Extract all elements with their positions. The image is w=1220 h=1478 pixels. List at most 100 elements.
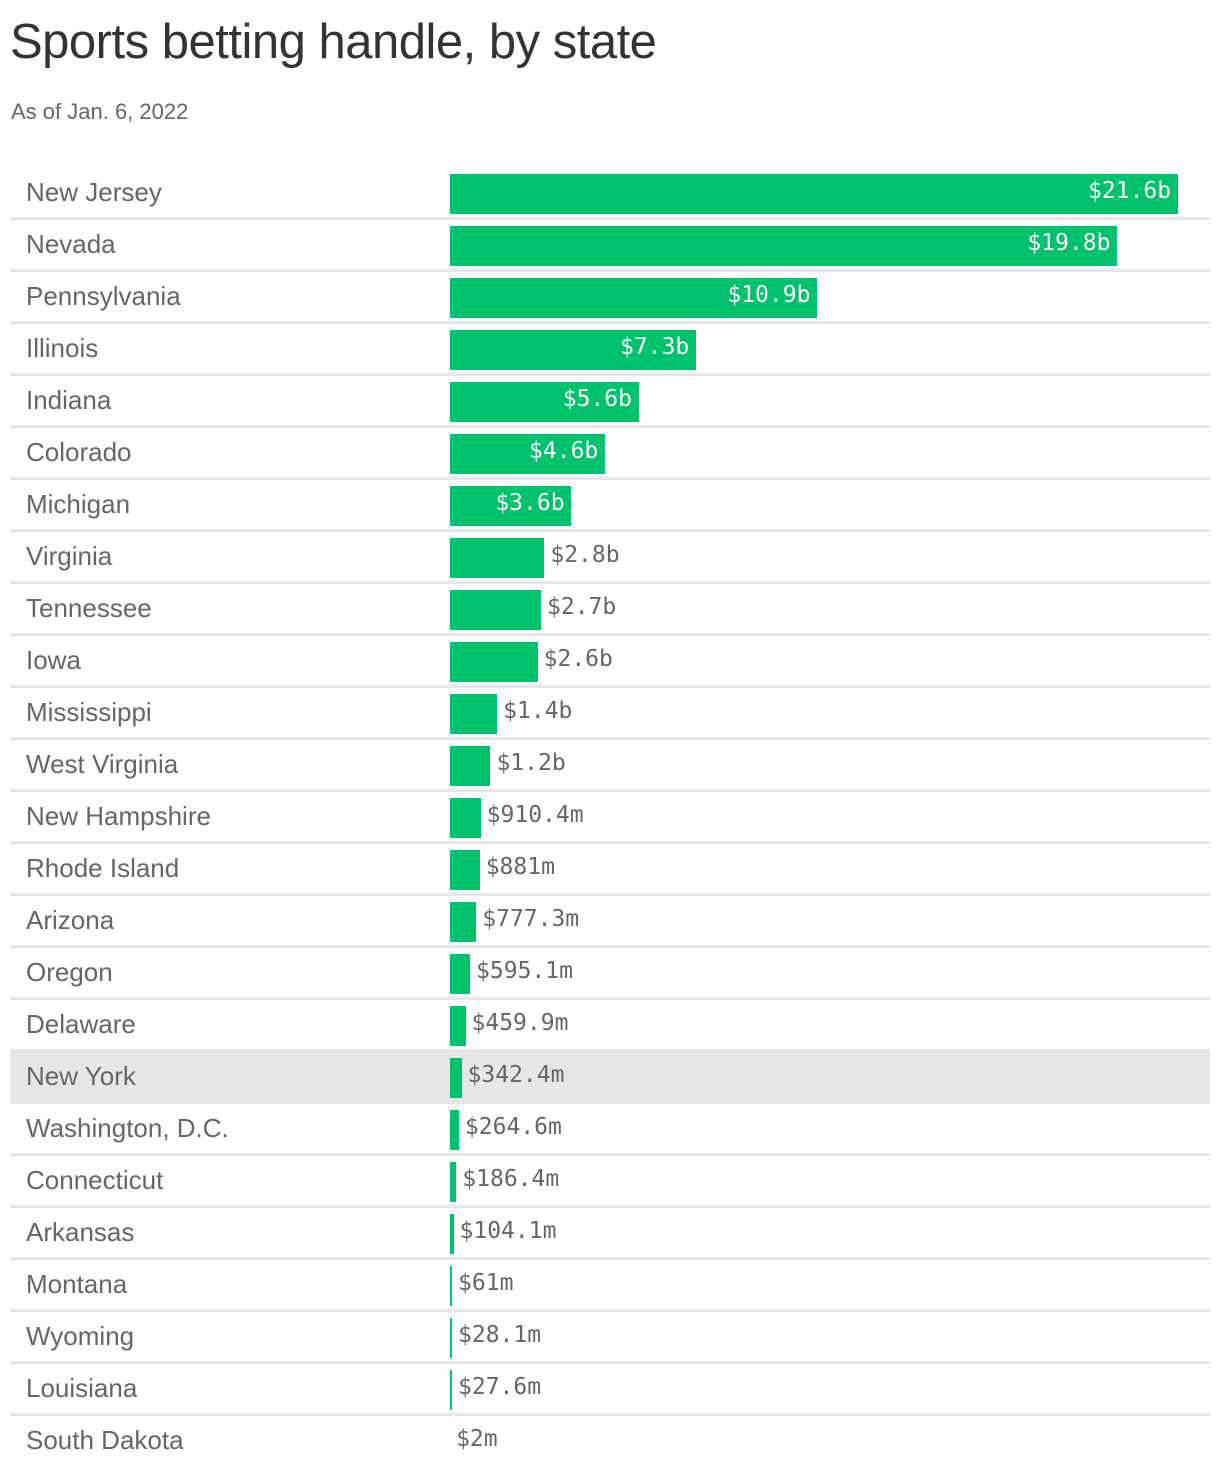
bar-row: New Jersey $21.6b: [10, 168, 1210, 220]
bar: [450, 1006, 466, 1046]
value-label: $4.6b: [529, 438, 599, 464]
bar-row: Illinois $7.3b: [10, 324, 1210, 376]
category-label: Arizona: [26, 905, 115, 935]
category-label: Rhode Island: [26, 853, 180, 883]
category-label: Connecticut: [26, 1165, 164, 1195]
bar-row: New York $342.4m: [10, 1052, 1210, 1104]
category-label: Iowa: [26, 645, 81, 675]
value-label: $2m: [456, 1426, 498, 1452]
bar-row: Pennsylvania $10.9b: [10, 272, 1210, 324]
bar-row: Wyoming $28.1m: [10, 1312, 1210, 1364]
bar-row: Arizona $777.3m: [10, 896, 1210, 948]
bar: [450, 642, 538, 682]
bar: [450, 1110, 459, 1150]
bar-row: Virginia $2.8b: [10, 532, 1210, 584]
value-label: $342.4m: [467, 1062, 565, 1088]
value-label: $61m: [458, 1270, 514, 1296]
bar: [450, 590, 541, 630]
category-label: Washington, D.C.: [26, 1113, 229, 1143]
category-label: Delaware: [26, 1009, 136, 1039]
bar: [450, 798, 481, 838]
category-label: Indiana: [26, 385, 112, 415]
bar: [450, 746, 491, 786]
category-label: Wyoming: [26, 1321, 135, 1351]
value-label: $2.7b: [547, 594, 617, 620]
bar-row: Iowa $2.6b: [10, 636, 1210, 688]
bar: [450, 1058, 462, 1098]
category-label: Nevada: [26, 229, 116, 259]
value-label: $186.4m: [462, 1166, 560, 1192]
value-label: $5.6b: [562, 386, 632, 412]
category-label: New Jersey: [26, 177, 162, 207]
value-label: $910.4m: [486, 802, 584, 828]
category-label: South Dakota: [26, 1425, 184, 1455]
value-label: $27.6m: [458, 1374, 542, 1400]
value-label: $1.2b: [496, 750, 566, 776]
value-label: $459.9m: [471, 1010, 569, 1036]
category-label: Arkansas: [26, 1217, 135, 1247]
value-label: $2.6b: [543, 646, 613, 672]
bar-chart: New Jersey $21.6b Nevada $19.8b Pennsylvania…: [10, 168, 1210, 1468]
bar-row: Connecticut $186.4m: [10, 1156, 1210, 1208]
category-label: Tennessee: [26, 593, 152, 623]
value-label: $1.4b: [503, 698, 573, 724]
bar-row: Indiana $5.6b: [10, 376, 1210, 428]
bar: [450, 850, 480, 890]
value-label: $28.1m: [458, 1322, 542, 1348]
category-label: Mississippi: [26, 697, 152, 727]
bar-row: Mississippi $1.4b: [10, 688, 1210, 740]
bar-row: Rhode Island $881m: [10, 844, 1210, 896]
value-label: $104.1m: [459, 1218, 557, 1244]
bar: [450, 174, 1178, 214]
category-label: New Hampshire: [26, 801, 211, 831]
value-label: $10.9b: [727, 282, 811, 308]
value-label: $21.6b: [1088, 178, 1172, 204]
bar-row: Louisiana $27.6m: [10, 1364, 1210, 1416]
bar: [450, 278, 818, 318]
bar: [450, 1162, 457, 1202]
bar: [450, 902, 477, 942]
value-label: $595.1m: [476, 958, 573, 984]
bar-row: West Virginia $1.2b: [10, 740, 1210, 792]
bar-row: Montana $61m: [10, 1260, 1210, 1312]
bar: [450, 1214, 454, 1254]
bar: [450, 1318, 452, 1358]
bar-row: Colorado $4.6b: [10, 428, 1210, 480]
value-label: $264.6m: [464, 1114, 562, 1140]
bar: [450, 486, 572, 526]
category-label: Colorado: [26, 437, 132, 467]
category-label: Pennsylvania: [26, 281, 181, 311]
bar: [450, 694, 498, 734]
value-label: $19.8b: [1027, 230, 1111, 256]
category-label: Illinois: [26, 333, 99, 363]
bar-row: Washington, D.C. $264.6m: [10, 1104, 1210, 1156]
value-label: $3.6b: [495, 490, 565, 516]
category-label: West Virginia: [26, 749, 179, 779]
bar-row: Nevada $19.8b: [10, 220, 1210, 272]
bar-row: Delaware $459.9m: [10, 1000, 1210, 1052]
bar: [450, 330, 697, 370]
category-label: Michigan: [26, 489, 131, 519]
category-label: Oregon: [26, 957, 113, 987]
category-label: Louisiana: [26, 1373, 138, 1403]
category-label: Montana: [26, 1269, 128, 1299]
bar: [450, 1370, 452, 1410]
bar-row: New Hampshire $910.4m: [10, 792, 1210, 844]
bar-row: Oregon $595.1m: [10, 948, 1210, 1000]
bar-row: Arkansas $104.1m: [10, 1208, 1210, 1260]
bar-row: Tennessee $2.7b: [10, 584, 1210, 636]
value-label: $7.3b: [620, 334, 690, 360]
category-label: Virginia: [26, 541, 113, 571]
value-label: $881m: [485, 854, 555, 880]
bar: [450, 1266, 453, 1306]
value-label: $777.3m: [482, 906, 580, 932]
category-label: New York: [26, 1061, 136, 1091]
chart-title: Sports betting handle, by state: [10, 15, 657, 69]
bar: [450, 434, 606, 474]
bar: [450, 954, 471, 994]
value-label: $2.8b: [550, 542, 620, 568]
bar: [450, 538, 545, 578]
bar-row: Michigan $3.6b: [10, 480, 1210, 532]
bar: [450, 226, 1118, 266]
chart-subtitle: As of Jan. 6, 2022: [11, 99, 189, 124]
